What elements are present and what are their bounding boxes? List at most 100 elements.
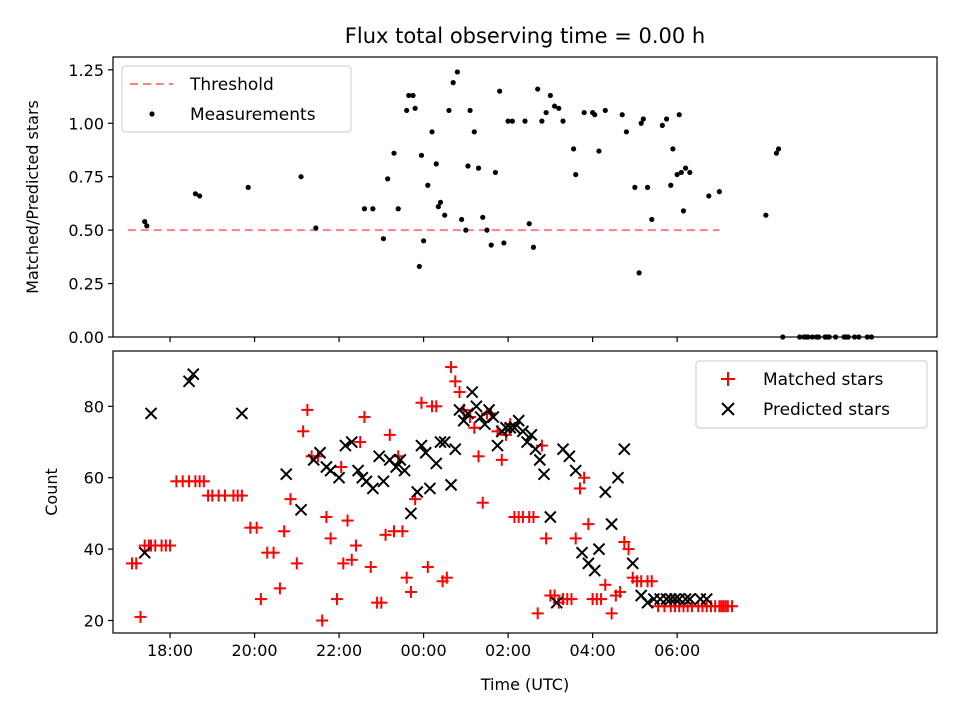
predicted-star-point — [668, 592, 682, 606]
matched-star-point — [273, 582, 286, 595]
top-axes-frame — [112, 56, 938, 338]
measurement-point — [640, 116, 646, 122]
measurement-point — [668, 182, 674, 188]
matched-star-point — [582, 518, 595, 531]
predicted-star-point — [465, 385, 479, 399]
measurement-point — [420, 238, 427, 244]
matched-star-point — [345, 553, 358, 566]
matched-star-point — [726, 600, 739, 613]
matched-star-point — [440, 571, 453, 584]
predicted-star-point — [592, 542, 606, 556]
predicted-star-point — [351, 464, 365, 477]
predicted-star-point — [235, 407, 249, 420]
predicted-star-point — [563, 450, 576, 463]
measurement-point — [433, 161, 439, 167]
predicted-star-point — [679, 592, 692, 606]
measurement-point — [581, 109, 587, 116]
bottom-ytick-label: 60 — [84, 469, 104, 488]
matched-star-point — [540, 532, 553, 545]
matched-star-point — [595, 593, 608, 606]
measurement-point — [678, 169, 684, 176]
measurement-point — [418, 152, 425, 158]
measurement-point — [425, 182, 431, 188]
matched-star-point — [379, 528, 392, 541]
matched-star-point — [453, 386, 466, 399]
matched-star-point — [396, 525, 409, 538]
predicted-star-point — [332, 471, 346, 484]
measurement-point — [763, 212, 769, 218]
predicted-star-point — [444, 478, 458, 492]
predicted-star-point — [487, 410, 500, 424]
matched-star-point — [622, 543, 635, 556]
matched-star-point — [197, 475, 210, 488]
measurement-point — [644, 184, 651, 190]
measurement-point — [410, 92, 416, 99]
predicted-star-point — [618, 442, 631, 456]
measurement-point — [467, 107, 473, 114]
measurement-point — [245, 184, 251, 190]
measurement-point — [773, 150, 780, 156]
matched-star-point — [383, 428, 396, 441]
matched-star-point — [267, 546, 280, 559]
predicted-star-point — [404, 507, 418, 520]
measurement-point — [619, 112, 625, 118]
top-ytick-label: 0.50 — [68, 221, 104, 240]
measurement-point — [144, 223, 150, 229]
measurement-point — [395, 206, 401, 212]
top-ytick-label: 1.25 — [68, 61, 104, 80]
measurement-point — [535, 86, 541, 92]
matched-star-point — [573, 482, 586, 495]
matched-star-point — [341, 514, 354, 527]
measurement-point — [551, 103, 558, 109]
bottom-marks — [126, 361, 739, 627]
matched-star-point — [476, 496, 489, 509]
predicted-star-point — [280, 467, 293, 481]
measurement-point — [446, 107, 452, 114]
matched-star-point — [337, 557, 350, 570]
matched-star-point — [605, 607, 618, 620]
top-yticks: 0.00 0.25 0.50 0.75 1.00 1.25 — [68, 61, 678, 347]
matched-star-point — [449, 375, 462, 388]
measurement-point — [492, 169, 499, 176]
measurement-point — [649, 216, 655, 223]
bottom-ytick-label: 80 — [84, 397, 104, 416]
measurement-point — [406, 92, 412, 99]
measurement-point — [560, 118, 566, 124]
measurement-point — [716, 189, 722, 195]
xtick-label: 20:00 — [232, 641, 278, 660]
matched-star-point — [578, 471, 591, 484]
matched-star-point — [335, 461, 348, 474]
predicted-star-point — [438, 435, 451, 449]
measurement-point — [570, 146, 577, 152]
predicted-star-point — [423, 482, 437, 495]
matched-star-point — [349, 539, 362, 552]
predicted-star-point — [144, 407, 158, 420]
predicted-star-point — [482, 403, 496, 417]
matched-star-point — [527, 510, 540, 523]
measurement-point — [638, 120, 644, 126]
measurement-point — [509, 118, 515, 124]
predicted-star-point — [457, 414, 470, 427]
measurement-point — [596, 148, 602, 154]
measurement-point — [480, 214, 486, 220]
figure-title: Flux total observing time = 0.00 h — [345, 24, 705, 48]
measurements-legend-label: Measurements — [190, 105, 316, 125]
measurement-point — [526, 221, 532, 227]
measurement-point — [682, 165, 689, 171]
measurement-point — [706, 193, 712, 199]
xtick-label: 02:00 — [485, 641, 531, 660]
matched-star-point — [278, 525, 291, 538]
measurement-point — [497, 88, 503, 94]
matched-star-point — [254, 593, 267, 606]
measurement-point — [370, 206, 376, 212]
measurement-point — [463, 227, 469, 233]
measurement-point — [505, 118, 511, 124]
xtick-label: 00:00 — [401, 641, 447, 660]
matched-star-point — [301, 403, 314, 416]
measurement-point — [680, 208, 687, 214]
matched-star-point — [375, 596, 388, 609]
measurement-point — [623, 129, 630, 135]
matched-star-point — [400, 571, 413, 584]
measurement-point — [636, 270, 642, 276]
